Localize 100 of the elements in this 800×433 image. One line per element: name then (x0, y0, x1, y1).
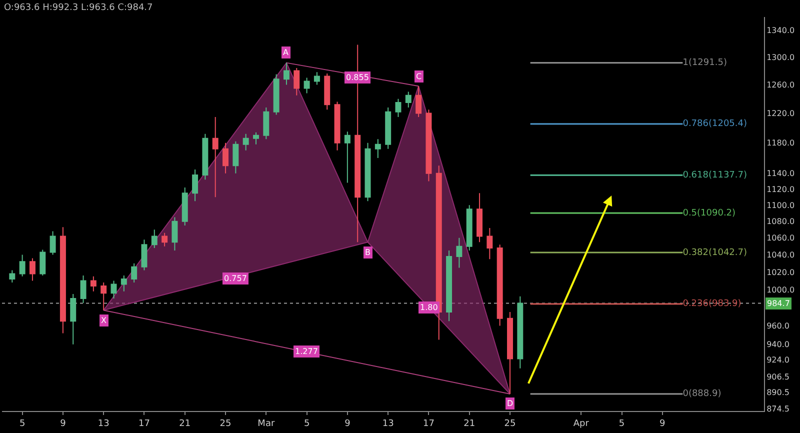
series-label: 0.5(1090.2) (682, 208, 736, 218)
candlestick (496, 244, 503, 326)
candlestick (9, 270, 16, 284)
series-label: 1(1291.5) (682, 58, 727, 68)
candlestick (172, 216, 178, 252)
x-tick-label: 9 (344, 418, 351, 429)
candlestick (192, 169, 198, 202)
candlestick (90, 276, 96, 292)
candlestick (60, 226, 66, 334)
candlestick (426, 109, 432, 182)
candlestick (253, 132, 259, 145)
y-tick-label: 940.0 (766, 340, 790, 350)
candlestick (507, 312, 513, 394)
series-label: 0.382(1042.7) (682, 248, 747, 258)
candlestick (202, 133, 208, 180)
annotation: 1.277 (295, 347, 318, 356)
y-tick-label: 1220.0 (766, 109, 795, 118)
annotation: A (283, 48, 289, 57)
candlestick (110, 280, 117, 299)
candlestick (466, 204, 472, 252)
candlestick (70, 294, 76, 345)
annotation: C (416, 72, 422, 81)
candlestick (232, 140, 239, 174)
candlestick (100, 282, 107, 311)
y-tick-label: 1040.0 (766, 250, 795, 260)
x-tick-label: 13 (382, 418, 394, 429)
series-label: 0.786(1205.4) (682, 119, 747, 130)
y-tick-label: 1120.0 (766, 184, 795, 194)
y-tick-label: 1100.0 (766, 200, 795, 210)
candlestick (162, 232, 168, 247)
x-tick-label: 25 (220, 418, 232, 429)
series-label: 0.236(983.9) (682, 299, 742, 310)
candlestick (385, 107, 392, 150)
y-tick-label: 1060.0 (766, 234, 795, 243)
ref-line-label: 984.7 (767, 299, 790, 308)
candlestick (314, 72, 320, 86)
candlestick (436, 165, 442, 340)
y-tick-label: 1180.0 (766, 138, 795, 148)
y-tick-label: 1140.0 (766, 169, 795, 178)
x-tick-label: 9 (660, 418, 666, 429)
candlestick (273, 74, 280, 116)
candlestick (222, 142, 229, 174)
text: O:963.6 H:992.3 L:963.6 C:984.7 (4, 3, 153, 13)
candlestick (141, 239, 148, 271)
candlestick (304, 77, 310, 94)
y-tick-label: 1020.0 (766, 268, 795, 277)
y-tick-label: 960.0 (766, 322, 790, 331)
x-tick-label: 5 (19, 418, 26, 429)
y-tick-label: 924.0 (766, 355, 790, 364)
candlestick (476, 192, 483, 243)
candlestick (242, 133, 249, 151)
annotation: 0.855 (346, 73, 369, 82)
candlestick (19, 254, 26, 277)
y-tick-label: 1340.0 (766, 26, 795, 35)
y-tick-label: 890.5 (766, 388, 790, 398)
y-tick-label: 1260.0 (766, 80, 795, 90)
x-tick-label: 25 (504, 418, 516, 429)
candlestick (517, 296, 524, 369)
candlestick (131, 262, 138, 284)
x-tick-label: Mar (258, 418, 275, 429)
candlestick (416, 86, 422, 118)
candlestick (486, 227, 493, 260)
candlestick (29, 258, 36, 282)
x-tick-label: 5 (304, 418, 310, 429)
candlestick (263, 107, 270, 140)
candlestick (80, 275, 86, 304)
y-tick-label: 1080.0 (766, 217, 795, 226)
x-tick-label: 9 (60, 418, 66, 429)
x-tick-label: 17 (138, 418, 150, 429)
y-tick-label: 1000.0 (766, 285, 795, 294)
x-tick-label: 21 (179, 418, 191, 429)
x-tick-label: 17 (422, 418, 434, 429)
y-tick-label: 874.5 (766, 404, 790, 414)
candlestick (283, 62, 290, 86)
y-tick-label: 1300.0 (766, 52, 795, 62)
candlestick (212, 116, 218, 198)
candlestick (374, 138, 381, 159)
series-label: 0.618(1137.7) (682, 170, 747, 180)
candlestick (456, 237, 462, 268)
x-tick-label: Apr (573, 418, 590, 429)
candlestick (344, 131, 350, 184)
candlestick (446, 250, 452, 322)
annotation: X (101, 316, 107, 325)
annotation: 1.80 (420, 303, 438, 312)
x-tick-label: 5 (618, 418, 625, 429)
x-tick-label: 13 (98, 418, 110, 429)
candlestick (364, 142, 371, 202)
candlestick (395, 98, 402, 118)
candlestick (182, 187, 188, 226)
candlestick (405, 91, 412, 108)
candlestick (324, 73, 330, 110)
series-label: 0(888.9) (682, 389, 722, 400)
candlestick (334, 101, 340, 151)
x-tick-label: 21 (464, 418, 476, 429)
candlestick (120, 275, 127, 292)
annotation: B (365, 248, 370, 257)
y-tick-label: 906.5 (766, 372, 790, 382)
candlestick (50, 230, 56, 256)
candlestick (294, 67, 300, 96)
annotation: D (507, 399, 514, 408)
